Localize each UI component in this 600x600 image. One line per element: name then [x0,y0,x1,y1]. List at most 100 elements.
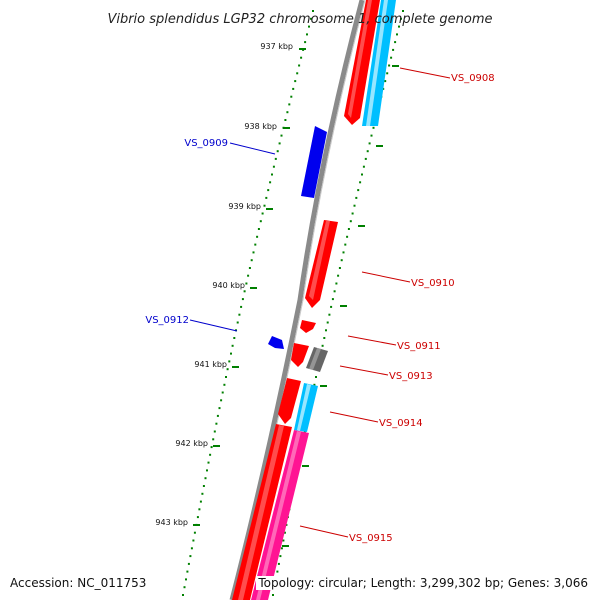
gene-vs-0911[interactable] [300,320,316,333]
minor-tick-dot [277,562,280,565]
minor-tick-dot [212,438,215,441]
minor-tick-dot [202,485,205,487]
minor-tick-dot [279,555,282,558]
minor-tick-dot [215,422,218,425]
kbp-scale: 937 kbp 938 kbp 939 kbp 940 kbp 941 kbp … [155,42,306,527]
minor-tick-dot [347,228,350,230]
map-title: Vibrio splendidus LGP32 chromosome 1, co… [107,12,492,27]
minor-tick-dot [342,251,345,254]
minor-tick-dot [357,189,360,192]
minor-tick-dot [290,95,293,98]
minor-tick-dot [271,173,273,176]
minor-tick-dot [308,25,310,28]
minor-tick-dot [238,313,241,316]
minor-tick-dot [333,290,336,293]
minor-tick-dot [220,399,223,402]
minor-tick-dot [221,391,224,394]
gene-vs-0914-red[interactable] [278,378,301,424]
minor-tick-dot [259,220,262,223]
minor-tick-dot [323,337,326,339]
minor-tick-dot [210,446,213,449]
minor-tick-dot [312,10,314,12]
minor-tick-dot [335,282,338,285]
minor-tick-dot [254,243,257,246]
minor-tick-dot [198,508,201,511]
minor-tick-dot [228,360,231,363]
gene-label-vs-0915[interactable]: VS_0915 [349,533,393,544]
minor-tick-dot [218,407,221,410]
minor-tick-dot [372,126,375,129]
gene-vs-0909[interactable] [301,126,327,198]
minor-tick-dot [280,547,283,550]
minor-tick-dot [272,165,275,168]
genome-summary-text: Topology: circular; Length: 3,299,302 bp… [256,576,590,590]
gene-vs-0912[interactable] [268,336,284,349]
minor-tick-dot [338,267,341,269]
kbp-label: 939 kbp [228,202,261,211]
minor-tick-dot [296,72,299,75]
gene-label-vs-0914[interactable]: VS_0914 [379,418,423,429]
minor-tick-dot [315,376,317,378]
minor-tick-dot [326,321,329,324]
minor-tick-dot [216,414,219,417]
gene-label-vs-0911[interactable]: VS_0911 [397,341,441,352]
minor-tick-dot [292,87,295,90]
minor-tick-dot [236,321,239,324]
minor-tick-dot [240,305,243,308]
minor-tick-dot [284,119,287,121]
minor-tick-dot [340,259,343,262]
chromosome-backbone [229,0,365,600]
gene-vs-0913-red[interactable] [291,343,309,367]
gene-label-vs-0908[interactable]: VS_0908 [451,73,495,84]
minor-tick-dot [384,80,387,83]
minor-tick-dot [231,344,234,347]
minor-tick-dot [331,298,334,301]
minor-tick-dot [282,539,285,542]
gene-label-vs-0913[interactable]: VS_0913 [389,371,433,382]
minor-tick-dot [346,235,349,238]
minor-tick-dot [206,469,208,472]
minor-tick-dot [304,41,307,44]
minor-tick-dot [328,313,331,316]
gene-label-vs-0912[interactable]: VS_0912 [145,315,189,326]
minor-tick-dot [310,17,312,20]
minor-tick-dot [361,173,363,176]
minor-tick-dot [394,41,397,44]
minor-tick-dot [263,204,266,207]
minor-tick-dot [182,594,184,596]
outer-ticks [282,65,399,547]
minor-tick-dot [390,56,393,59]
minor-tick-dot [199,500,202,503]
minor-tick-dot [193,531,196,534]
minor-tick-dot [245,282,248,285]
kbp-label: 943 kbp [155,518,188,527]
minor-tick-dot [186,570,189,573]
minor-tick-dot [223,383,226,386]
inner-dot-ring [182,10,314,596]
minor-tick-dot [209,453,212,456]
minor-tick-dot [364,157,367,160]
minor-tick-dot [276,570,279,573]
minor-tick-dot [272,594,274,596]
minor-tick-dot [226,368,229,371]
minor-tick-dot [294,80,297,83]
minor-tick-dot [353,204,356,207]
minor-tick-dot [250,259,253,262]
minor-tick-dot [233,337,236,339]
gene-label-vs-0910[interactable]: VS_0910 [411,278,455,289]
accession-text: Accession: NC_011753 [8,576,149,590]
minor-tick-dot [370,134,373,137]
minor-tick-dot [257,228,260,230]
minor-tick-dot [300,56,303,59]
minor-tick-dot [247,274,250,277]
minor-tick-dot [252,251,255,254]
minor-tick-dot [330,305,333,308]
minor-tick-dot [213,430,216,433]
minor-tick-dot [386,72,389,75]
minor-tick-dot [187,562,190,565]
gene-label-vs-0909[interactable]: VS_0909 [184,138,228,149]
minor-tick-dot [313,383,316,386]
minor-tick-dot [280,134,283,137]
minor-tick-dot [362,165,365,168]
